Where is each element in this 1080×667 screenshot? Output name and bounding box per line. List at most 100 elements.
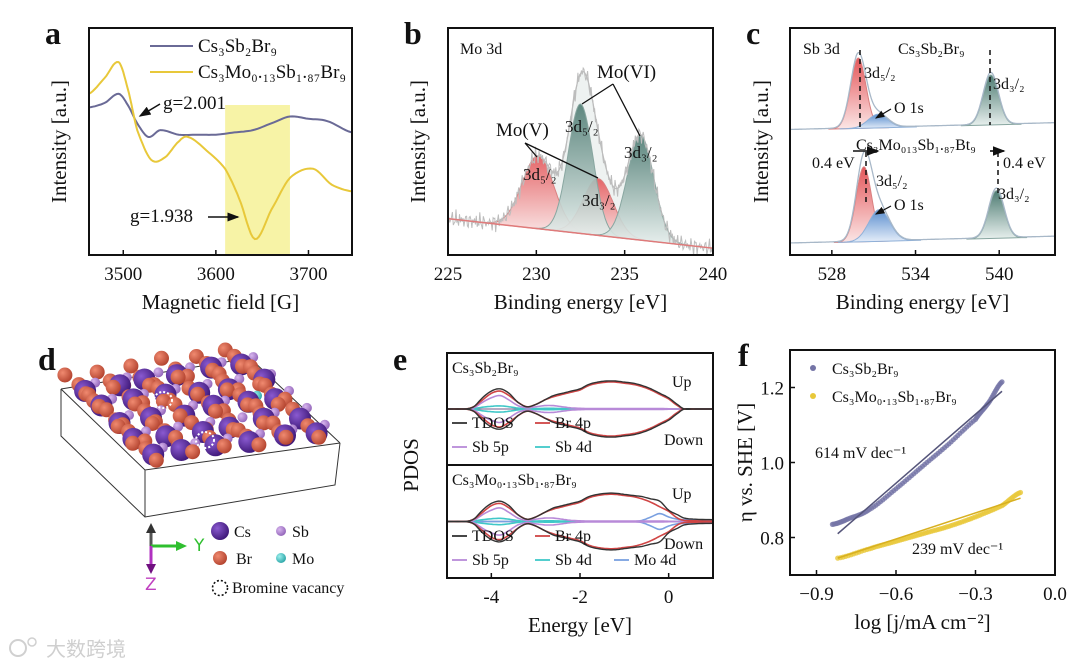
panel-label-b: b bbox=[404, 15, 422, 51]
atom-sb bbox=[237, 412, 248, 423]
atom-br bbox=[172, 408, 188, 424]
watermark-logo-icon bbox=[9, 639, 27, 657]
peak-label: O 1s bbox=[894, 100, 924, 117]
spectrum-title: Mo 3d bbox=[460, 41, 502, 58]
x-tick-label: 3600 bbox=[197, 264, 235, 285]
bromine-vacancy-marker bbox=[153, 391, 173, 409]
tafel-slope-label: 239 mV dec⁻¹ bbox=[912, 541, 1003, 558]
x-tick-label: 534 bbox=[901, 264, 930, 285]
x-tick-label: -2 bbox=[572, 587, 588, 608]
annotation: g=2.001 bbox=[163, 93, 226, 114]
legend-label: Cs₃Sb₂Br₉ bbox=[198, 36, 277, 57]
legend-atom-cs bbox=[211, 522, 229, 540]
x-tick-label: -4 bbox=[483, 587, 499, 608]
legend-label: Cs₃Mo₀.₁₃Sb₁.₈₇Br₉ bbox=[198, 62, 346, 83]
leader-line bbox=[581, 83, 641, 137]
peak-label: 3d₃/₂ bbox=[624, 143, 658, 162]
atom-br bbox=[123, 358, 139, 374]
atom-br bbox=[170, 369, 186, 385]
x-tick-label: 3500 bbox=[104, 264, 142, 285]
legend-label: Cs₃Mo₀.₁₃Sb₁.₈₇Br₉ bbox=[832, 389, 957, 406]
arrow bbox=[138, 103, 161, 117]
y-axis-label: Intensity [a.u.] bbox=[749, 80, 773, 203]
fit-component-peak bbox=[966, 190, 1028, 240]
y-tick-label: 0.8 bbox=[760, 529, 784, 550]
subplot-title: Cs₃Sb₂Br₉ bbox=[452, 360, 519, 377]
unit-cell-box bbox=[60, 357, 341, 518]
atom-br bbox=[251, 437, 267, 453]
x-tick-label: 528 bbox=[818, 264, 847, 285]
data-point bbox=[1017, 489, 1024, 496]
dos-curve-sb-5p-down bbox=[447, 408, 713, 424]
highlight-region bbox=[225, 105, 290, 254]
peak-label: 3d₃/₂ bbox=[993, 76, 1025, 93]
x-tick-label: 230 bbox=[522, 264, 551, 285]
y-tick-label: 1.0 bbox=[760, 454, 784, 475]
atom-br bbox=[311, 429, 327, 445]
panel-label-a: a bbox=[45, 15, 61, 51]
spin-down-label: Down bbox=[664, 432, 703, 449]
x-tick-label: 225 bbox=[434, 264, 463, 285]
atom-br bbox=[190, 386, 206, 402]
peak-label: 3d₅/₂ bbox=[876, 173, 908, 190]
panel-label-e: e bbox=[393, 341, 407, 377]
spectrum-name: Cs₃Mo₀₁₃Sb₁.₈₇Bt₉ bbox=[856, 137, 976, 154]
plot-frame-a bbox=[88, 27, 353, 256]
atom-br bbox=[148, 452, 164, 468]
axis-label-y: Y bbox=[193, 536, 205, 556]
legend-atom-sb bbox=[276, 526, 286, 536]
atom-br bbox=[154, 350, 169, 366]
y-tick-label: 1.2 bbox=[760, 379, 784, 400]
legend-label: Cs bbox=[234, 524, 251, 541]
peak-label: O 1s bbox=[894, 197, 924, 214]
peak-label: 3d₃/₂ bbox=[582, 191, 616, 210]
legend-marker bbox=[810, 365, 816, 371]
peak-group-label: Mo(V) bbox=[496, 120, 549, 141]
spectrum-title: Sb 3d bbox=[803, 41, 840, 58]
atom-br bbox=[185, 444, 201, 460]
plot-frame-c bbox=[789, 27, 1056, 256]
legend-label: Sb 4d bbox=[555, 552, 592, 569]
x-tick-label: −0.3 bbox=[958, 584, 992, 605]
x-tick-label: 0.0 bbox=[1043, 584, 1067, 605]
spectrum-line bbox=[790, 150, 1055, 244]
dos-curve-sb-5p-down bbox=[447, 520, 713, 536]
dos-curve-tdos-down bbox=[447, 520, 714, 551]
dos-curve-br-4p-down bbox=[447, 520, 713, 550]
panel-label-c: c bbox=[746, 15, 760, 51]
legend-marker bbox=[810, 393, 816, 399]
panel-label-f: f bbox=[738, 337, 749, 373]
plot-frame-b bbox=[447, 27, 714, 256]
atom-br bbox=[208, 403, 223, 419]
legend-label: Mo 4d bbox=[634, 552, 676, 569]
spin-up-label: Up bbox=[672, 486, 692, 503]
tafel-slope-label: 614 mV dec⁻¹ bbox=[815, 445, 906, 462]
legend-label: Br 4p bbox=[555, 528, 591, 545]
atom-sb bbox=[173, 421, 184, 432]
spin-up-label: Up bbox=[672, 374, 692, 391]
arrow bbox=[874, 205, 892, 215]
baseline bbox=[447, 217, 714, 249]
watermark: 大数跨境 bbox=[46, 637, 126, 661]
legend-atom-br bbox=[213, 551, 227, 565]
shift-label: 0.4 eV bbox=[812, 155, 855, 172]
dos-curve-sb-5p-up bbox=[447, 507, 713, 523]
watermark-logo-icon bbox=[27, 637, 37, 647]
atom-br bbox=[57, 367, 73, 383]
peak-label: 3d₅/₂ bbox=[864, 65, 896, 82]
x-tick-label: 235 bbox=[610, 264, 639, 285]
peak-label: 3d₅/₂ bbox=[565, 117, 599, 136]
legend-label: Sb 5p bbox=[472, 439, 509, 456]
x-axis-label: log [j/mA cm⁻²] bbox=[854, 610, 990, 634]
atom-br bbox=[125, 435, 141, 451]
atom-br bbox=[105, 379, 121, 395]
y-axis-label: Intensity [a.u.] bbox=[406, 80, 430, 203]
subplot-title: Cs₃Mo₀.₁₃Sb₁.₈₇Br₉ bbox=[452, 472, 577, 489]
dos-curve-br-4p-down bbox=[447, 407, 713, 437]
annotation: g=1.938 bbox=[130, 206, 193, 227]
raw-spectrum bbox=[447, 66, 714, 256]
atom-sb bbox=[234, 373, 245, 384]
x-axis-label: Energy [eV] bbox=[528, 613, 632, 637]
